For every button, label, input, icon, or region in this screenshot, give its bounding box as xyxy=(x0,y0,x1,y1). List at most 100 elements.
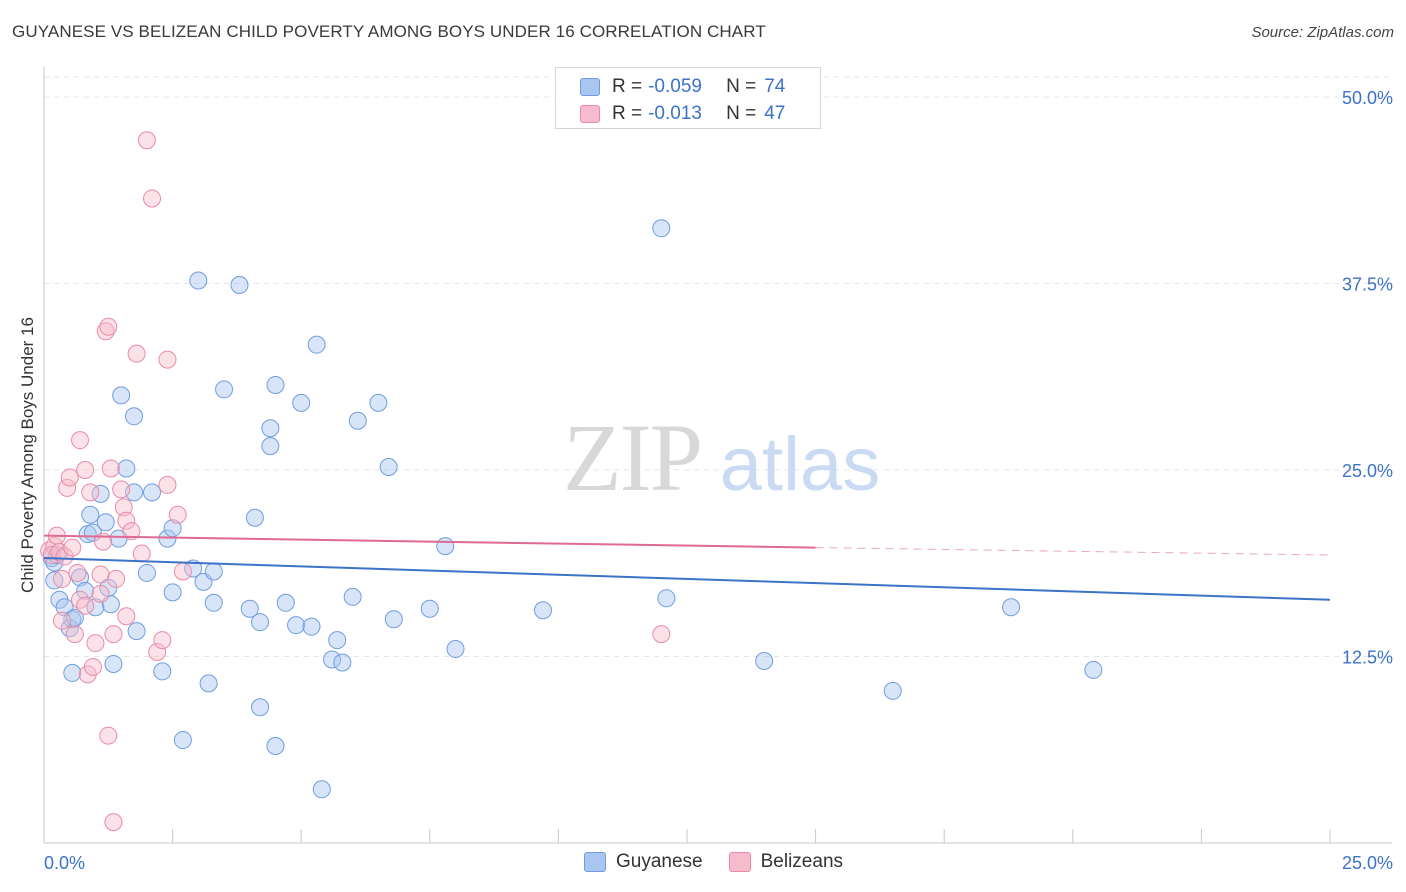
legend-n-value: 47 xyxy=(764,103,786,124)
watermark: ZIP atlas xyxy=(563,404,880,511)
guyanese-point xyxy=(117,459,136,478)
guyanese-point xyxy=(883,681,902,700)
belizean-point xyxy=(173,562,192,581)
belizean-point xyxy=(63,538,82,557)
guyanese-point xyxy=(323,650,342,669)
y-tick-label: 50.0% xyxy=(1342,88,1393,108)
guyanese-point xyxy=(446,640,465,659)
watermark-zip: ZIP xyxy=(563,404,701,511)
belizean-point xyxy=(68,563,87,582)
belizean-point xyxy=(107,569,126,588)
guyanese-point xyxy=(652,219,671,238)
guyanese-point xyxy=(199,674,218,693)
series-legend: Guyanese Belizeans xyxy=(584,851,869,873)
belizean-point xyxy=(137,131,156,150)
guyanese-point xyxy=(251,698,270,717)
tick-labels: 12.5% 25.0% 37.5% 50.0% 0.0% 25.0% xyxy=(44,88,1393,873)
belizean-point xyxy=(53,569,72,588)
guyanese-point xyxy=(173,731,192,750)
guyanese-point xyxy=(533,601,552,620)
guyanese-point xyxy=(261,437,280,456)
guyanese-point xyxy=(420,599,439,618)
correlation-legend: R = -0.059 N = 74 R = -0.013 N = 47 xyxy=(555,67,821,129)
guyanese-point xyxy=(436,537,455,556)
trend-line-belizeans-extension xyxy=(815,547,1331,556)
guyanese-point xyxy=(755,651,774,670)
guyanese-point xyxy=(63,663,82,682)
chart-title: GUYANESE VS BELIZEAN CHILD POVERTY AMONG… xyxy=(12,22,766,41)
guyanese-point xyxy=(76,581,95,600)
guyanese-point xyxy=(292,393,311,412)
belizean-point xyxy=(76,461,95,479)
guyanese-point xyxy=(348,411,367,430)
axes xyxy=(43,67,1392,844)
legend-r-value: -0.013 xyxy=(648,103,702,124)
guyanese-point xyxy=(369,393,388,412)
legend-r-label: R = xyxy=(612,103,643,124)
belizean-point xyxy=(65,625,84,644)
belizean-point xyxy=(83,657,102,676)
belizean-point xyxy=(60,468,79,487)
belizean-point xyxy=(143,189,162,208)
guyanese-point xyxy=(266,737,285,756)
guyanese-point xyxy=(81,505,100,524)
belizean-point xyxy=(86,634,105,653)
guyanese-point xyxy=(245,508,264,527)
guyanese-point xyxy=(153,662,172,681)
x-tick-label-min: 0.0% xyxy=(44,853,85,873)
gridlines xyxy=(44,76,1392,657)
trend-line-guyanese xyxy=(43,557,1331,601)
legend-r-value: -0.059 xyxy=(648,76,702,97)
belizean-point xyxy=(58,478,77,497)
guyanese-point xyxy=(302,617,321,636)
belizean-point xyxy=(71,590,90,609)
guyanese-point xyxy=(379,458,398,477)
belizean-point xyxy=(53,611,72,630)
belizean-point xyxy=(99,726,118,745)
guyanese-point xyxy=(251,613,270,632)
guyanese-point xyxy=(307,335,326,354)
guyanese-point xyxy=(240,599,259,618)
guyanese-point xyxy=(287,616,306,635)
guyanese-point xyxy=(215,380,234,399)
guyanese-point xyxy=(163,583,182,602)
guyanese-point xyxy=(184,559,203,578)
belizean-point xyxy=(112,480,131,499)
guyanese-point xyxy=(276,593,295,612)
legend-item-belizeans[interactable]: Belizeans xyxy=(728,851,844,873)
legend-row-belizeans: R = -0.013 N = 47 xyxy=(580,102,785,126)
legend-swatch-belizeans xyxy=(728,852,751,872)
belizean-point xyxy=(117,607,136,626)
guyanese-point xyxy=(96,513,115,532)
belizean-point xyxy=(158,350,177,369)
legend-row-guyanese: R = -0.059 N = 74 xyxy=(580,75,785,99)
legend-swatch-guyanese xyxy=(584,852,606,872)
guyanese-point xyxy=(204,562,223,581)
guyanese-point xyxy=(261,419,280,438)
guyanese-point xyxy=(189,271,208,290)
belizean-point xyxy=(99,317,118,336)
guyanese-point xyxy=(230,275,249,294)
legend-n-label: N = xyxy=(726,103,757,124)
guyanese-point xyxy=(104,654,123,673)
guyanese-point xyxy=(127,622,146,641)
belizean-point xyxy=(71,431,90,450)
belizean-point xyxy=(132,544,151,563)
y-tick-label: 25.0% xyxy=(1342,461,1393,481)
x-tick-label-max: 25.0% xyxy=(1342,853,1393,873)
guyanese-point xyxy=(204,593,223,612)
belizean-point xyxy=(652,625,671,644)
legend-label-guyanese: Guyanese xyxy=(616,851,703,872)
legend-swatch-guyanese xyxy=(580,78,600,96)
legend-n-value: 74 xyxy=(764,76,786,97)
belizean-point xyxy=(114,498,133,517)
guyanese-point xyxy=(312,780,331,799)
legend-label-belizeans: Belizeans xyxy=(760,851,844,872)
belizean-point xyxy=(127,344,146,363)
belizean-point xyxy=(168,505,187,524)
legend-item-guyanese[interactable]: Guyanese xyxy=(584,851,703,873)
belizean-point xyxy=(91,565,110,584)
belizean-point xyxy=(104,813,123,832)
belizean-point xyxy=(153,631,172,650)
